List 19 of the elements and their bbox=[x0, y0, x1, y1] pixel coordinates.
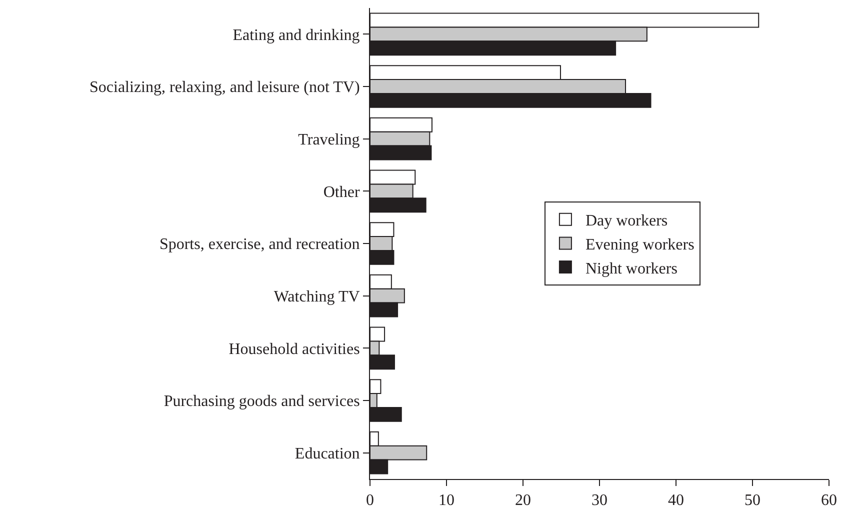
legend-label: Day workers bbox=[585, 212, 668, 230]
y-tick-label: Sports, exercise, and recreation bbox=[159, 236, 360, 254]
y-tick-label: Purchasing goods and services bbox=[164, 393, 360, 410]
legend-label: Evening workers bbox=[585, 236, 694, 254]
y-tick-label: Eating and drinking bbox=[232, 26, 360, 44]
y-tick-label: Education bbox=[294, 445, 360, 462]
y-tick-label: Household activities bbox=[228, 340, 360, 358]
legend-label: Night workers bbox=[585, 260, 678, 278]
x-tick-label: 60 bbox=[821, 492, 837, 510]
x-tick-label: 10 bbox=[438, 492, 454, 510]
x-tick-label: 50 bbox=[744, 492, 760, 510]
y-tick-label: Traveling bbox=[298, 131, 360, 148]
y-tick-label: Watching TV bbox=[274, 288, 360, 306]
y-tick-label: Other bbox=[323, 184, 360, 201]
x-tick-label: 30 bbox=[592, 492, 608, 510]
x-tick-label: 0 bbox=[366, 492, 374, 510]
x-tick-label: 20 bbox=[515, 492, 531, 510]
x-tick-label: 40 bbox=[668, 492, 684, 510]
y-tick-label: Socializing, relaxing, and leisure (not TV) bbox=[90, 79, 360, 96]
